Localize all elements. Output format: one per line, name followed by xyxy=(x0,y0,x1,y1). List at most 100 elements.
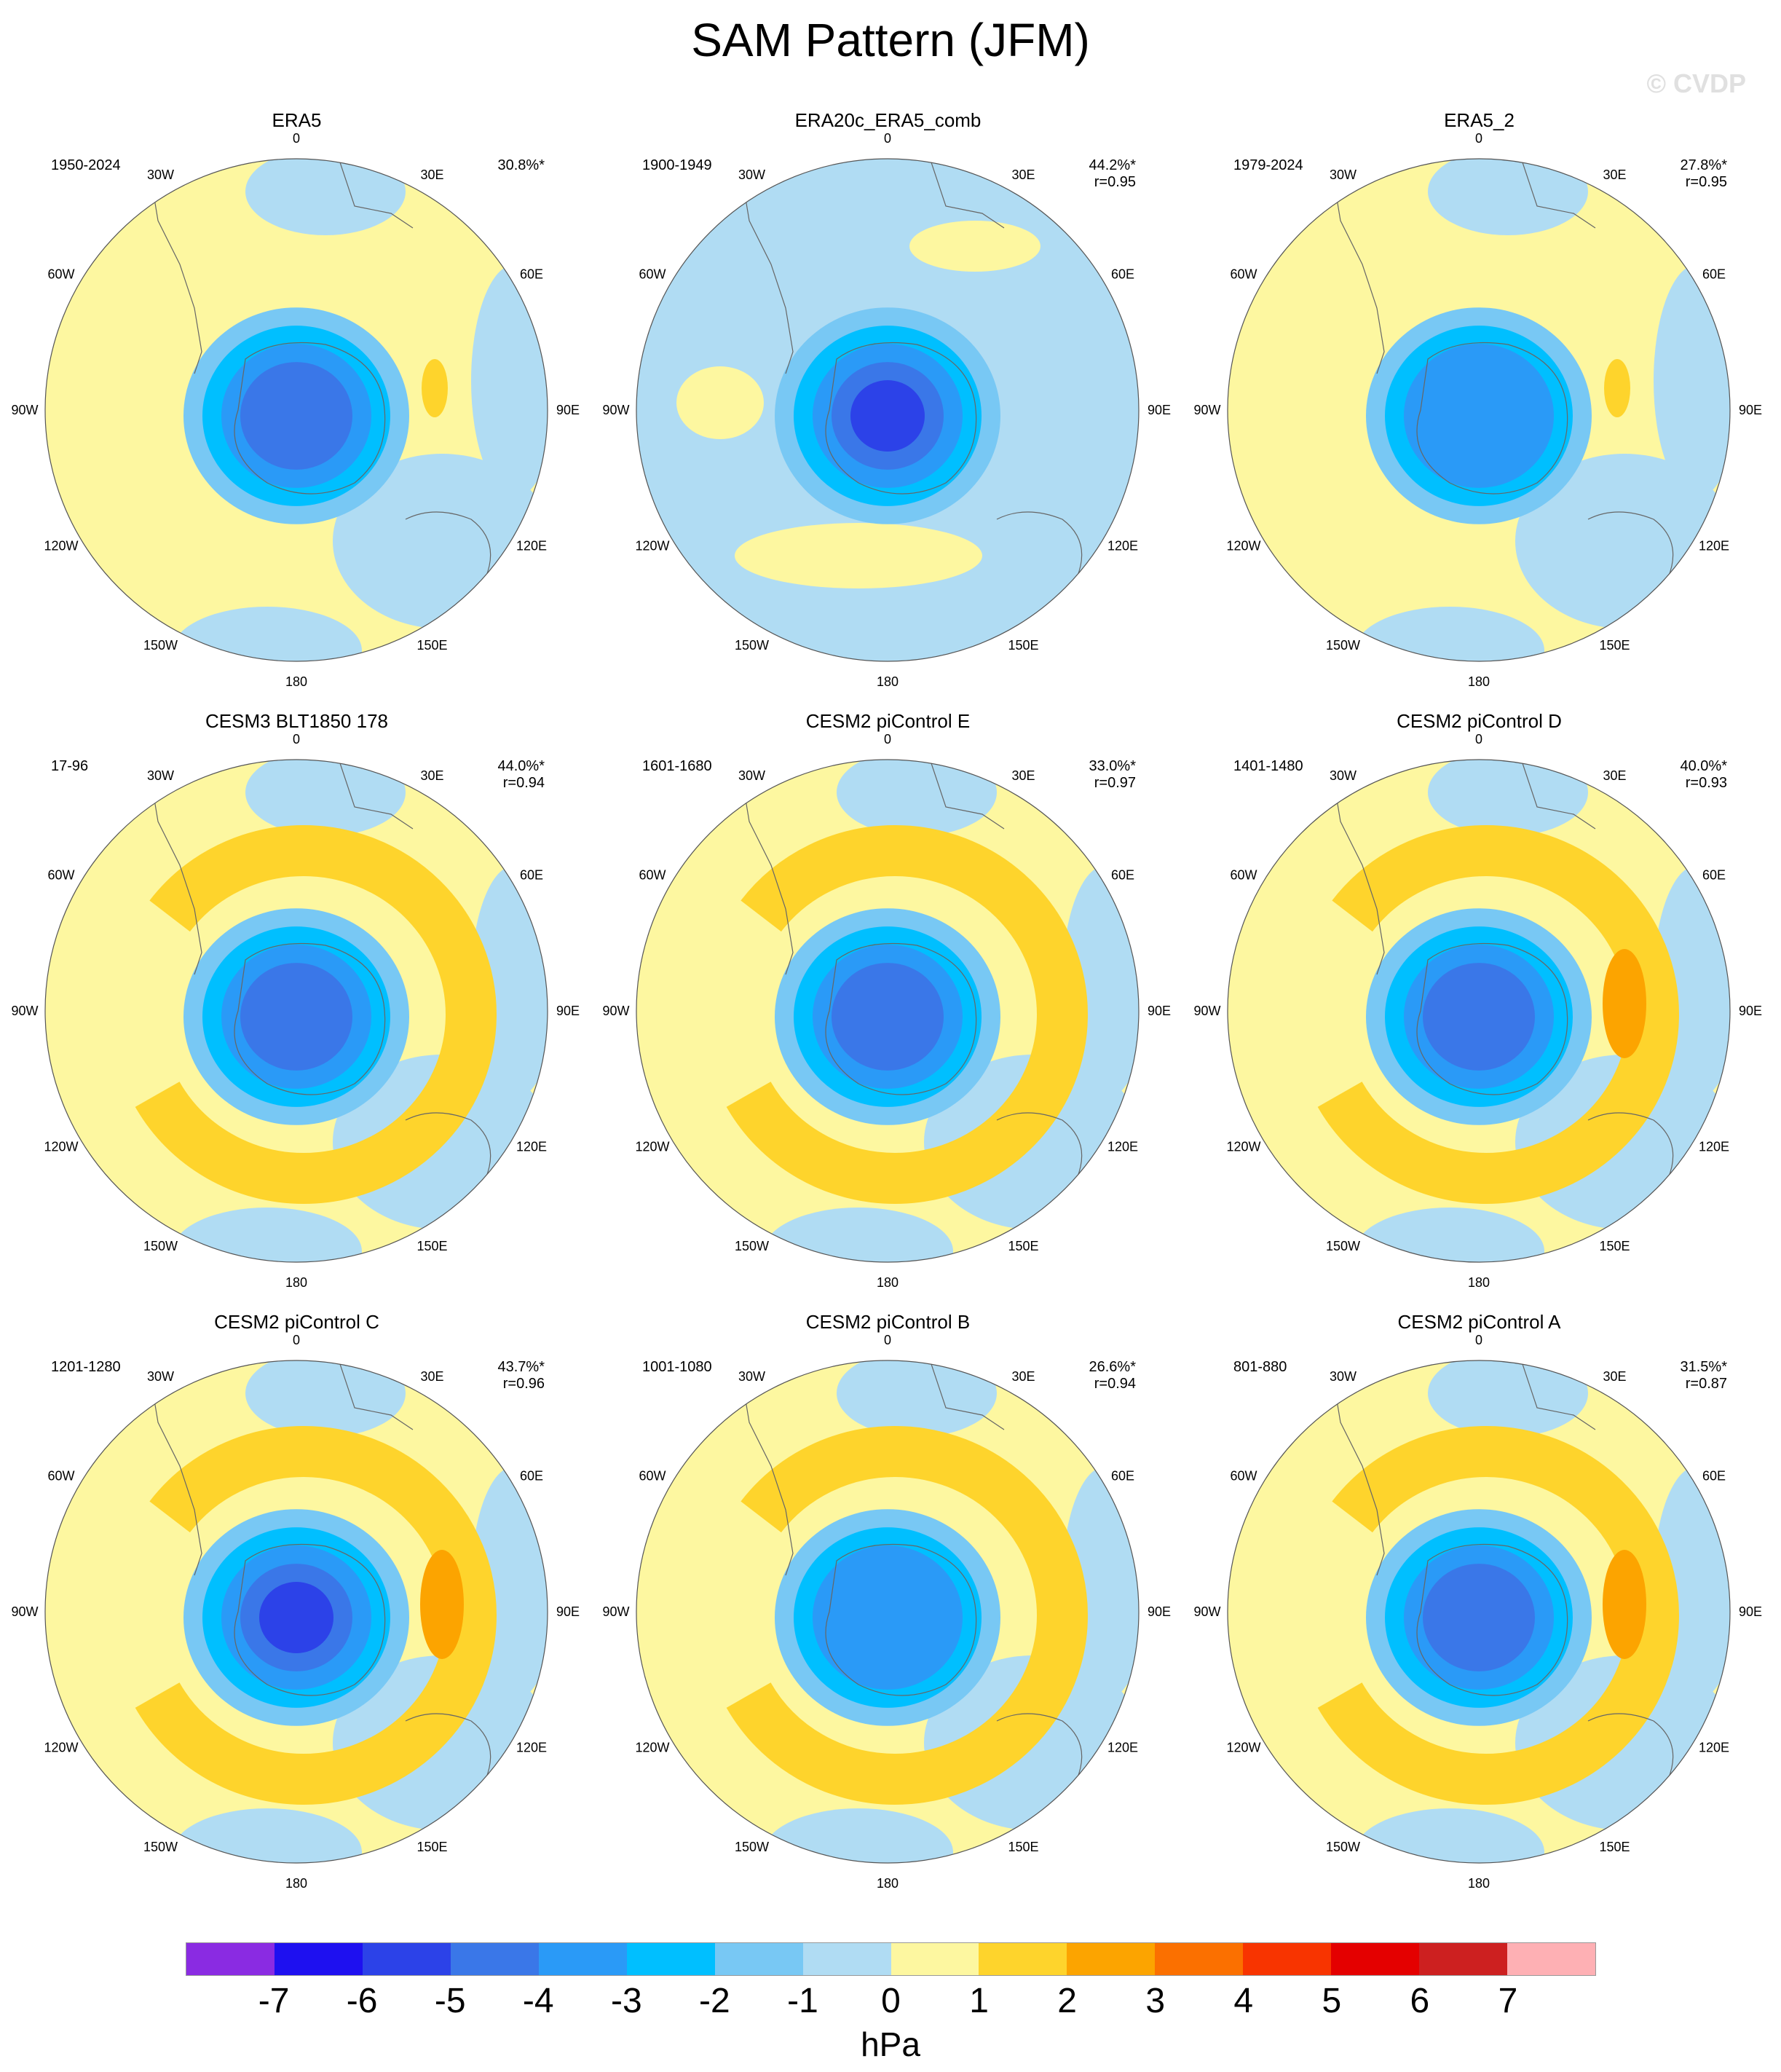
coastline-africa xyxy=(339,162,414,229)
longitude-label: 60E xyxy=(1702,1469,1726,1484)
field-negative-contour xyxy=(832,963,944,1071)
map-panel: 0 30E 60E 90E 120E 150E 180 150W 120W 90W 60W 30W ER… xyxy=(1182,109,1776,706)
longitude-label: 150E xyxy=(1008,1840,1038,1854)
coastline-south-america xyxy=(1332,176,1385,374)
longitude-label: 60W xyxy=(639,868,666,883)
longitude-label: 60E xyxy=(1702,868,1726,883)
field-positive-ring xyxy=(1293,1426,1679,1805)
longitude-label: 30E xyxy=(1011,1369,1035,1384)
panel-period: 801-880 xyxy=(1233,1359,1287,1375)
colorbar-tick-label: -3 xyxy=(610,1982,642,2020)
coastline-australia xyxy=(996,511,1083,622)
coastline-africa xyxy=(931,763,1005,830)
field-negative-patch xyxy=(245,159,406,235)
longitude-label: 120W xyxy=(635,1140,669,1154)
colorbar-swatch xyxy=(186,1943,275,1975)
map-boundary xyxy=(1227,759,1731,1263)
field-positive-patch xyxy=(735,523,982,588)
colorbar-tick-label: 5 xyxy=(1322,1982,1342,2020)
longitude-label: 0 xyxy=(293,1333,300,1347)
field-negative-patch xyxy=(471,264,548,497)
panel-title: ERA20c_ERA5_comb xyxy=(794,109,982,131)
variance-explained: 43.7%* xyxy=(497,1359,545,1375)
longitude-label: 180 xyxy=(285,674,307,689)
longitude-label: 0 xyxy=(293,131,300,146)
longitude-label: 150W xyxy=(143,638,178,653)
longitude-label: 60E xyxy=(520,1469,543,1484)
panel-title: CESM2 piControl E xyxy=(805,710,971,732)
longitude-label: 30W xyxy=(738,168,765,182)
polar-map: 0 30E 60E 90E 120E 150E 180 150W 120W 90W 60W 30W xyxy=(1193,131,1762,689)
longitude-label: 180 xyxy=(285,1876,307,1891)
longitude-label: 150E xyxy=(416,638,447,653)
variance-explained: 33.0%* xyxy=(1089,758,1137,774)
colorbar-swatch xyxy=(979,1943,1067,1975)
field-negative-patch xyxy=(245,760,406,836)
coastline-africa xyxy=(1522,763,1596,830)
coastline-africa xyxy=(931,1363,1005,1430)
panel-period: 1401-1480 xyxy=(1233,758,1303,774)
field-negative-contour xyxy=(259,1582,333,1653)
panel-title: CESM2 piControl A xyxy=(1397,1311,1561,1333)
variance-explained: 44.0%* xyxy=(497,758,545,774)
longitude-label: 60W xyxy=(639,267,666,282)
longitude-label: 60W xyxy=(639,1469,666,1484)
longitude-label: 180 xyxy=(877,674,899,689)
longitude-label: 120E xyxy=(1699,1741,1729,1755)
colorbar-tick-label: -4 xyxy=(522,1982,554,2020)
longitude-label: 30E xyxy=(1011,768,1035,783)
colorbar-tick-label: 2 xyxy=(1057,1982,1077,2020)
colorbar-swatch xyxy=(1507,1943,1595,1975)
longitude-label: 30W xyxy=(147,168,174,182)
longitude-label: 120E xyxy=(1107,1741,1138,1755)
longitude-label: 150W xyxy=(1326,1239,1360,1253)
colorbar-swatch xyxy=(362,1943,451,1975)
field-positive-ring xyxy=(702,825,1088,1204)
panel-stats: 30.8%* xyxy=(486,157,545,174)
map-boundary xyxy=(636,1360,1140,1864)
coastline-africa xyxy=(339,763,414,830)
variance-explained: 26.6%* xyxy=(1089,1359,1137,1375)
pattern-correlation: r=0.96 xyxy=(502,1376,545,1392)
longitude-label: 150E xyxy=(1599,638,1630,653)
longitude-label: 120W xyxy=(44,539,78,554)
longitude-label: 60E xyxy=(1702,267,1726,282)
longitude-label: 150W xyxy=(143,1239,178,1253)
longitude-label: 30W xyxy=(147,1369,174,1384)
longitude-label: 30W xyxy=(738,768,765,783)
map-boundary xyxy=(1227,1360,1731,1864)
longitude-label: 120W xyxy=(1226,539,1260,554)
colorbar-swatch xyxy=(274,1943,363,1975)
longitude-label: 90E xyxy=(556,1004,580,1018)
colorbar-swatch xyxy=(1419,1943,1508,1975)
longitude-label: 120E xyxy=(516,539,547,554)
panel-stats: 33.0%* r=0.97 xyxy=(1078,758,1137,792)
longitude-label: 150E xyxy=(416,1239,447,1253)
pattern-correlation: r=0.94 xyxy=(502,775,545,791)
longitude-label: 150W xyxy=(735,638,769,653)
colorbar-swatch xyxy=(714,1943,803,1975)
coastline-antarctica xyxy=(825,342,977,495)
longitude-label: 150W xyxy=(735,1239,769,1253)
pattern-correlation: r=0.94 xyxy=(1094,1376,1136,1392)
longitude-label: 180 xyxy=(1468,1275,1490,1290)
map-panel: 0 30E 60E 90E 120E 150E 180 150W 120W 90W 60W 30W ER… xyxy=(0,109,593,706)
map-panel: 0 30E 60E 90E 120E 150E 180 150W 120W 90W 60W 30W CE… xyxy=(591,710,1185,1307)
coastline-australia xyxy=(405,511,491,622)
longitude-label: 30E xyxy=(1603,168,1626,182)
field-positive-lobe xyxy=(1603,949,1646,1058)
field-positive-ring xyxy=(702,1426,1088,1805)
longitude-label: 30W xyxy=(1330,168,1357,182)
polar-map: 0 30E 60E 90E 120E 150E 180 150W 120W 90W 60W 30W xyxy=(1193,732,1762,1290)
colorbar-tick-label: -6 xyxy=(346,1982,378,2020)
pattern-correlation: r=0.97 xyxy=(1094,775,1136,791)
longitude-label: 60W xyxy=(47,1469,74,1484)
longitude-label: 90E xyxy=(1739,1004,1762,1018)
colorbar-tick-label: -1 xyxy=(787,1982,818,2020)
coastline-south-america xyxy=(150,176,202,374)
longitude-label: 90W xyxy=(602,403,629,417)
pattern-correlation: r=0.95 xyxy=(1685,174,1727,190)
colorbar-swatch xyxy=(802,1943,891,1975)
colorbar-tick-label: 6 xyxy=(1410,1982,1430,2020)
polar-map: 0 30E 60E 90E 120E 150E 180 150W 120W 90W 60W 30W xyxy=(1193,1333,1762,1891)
